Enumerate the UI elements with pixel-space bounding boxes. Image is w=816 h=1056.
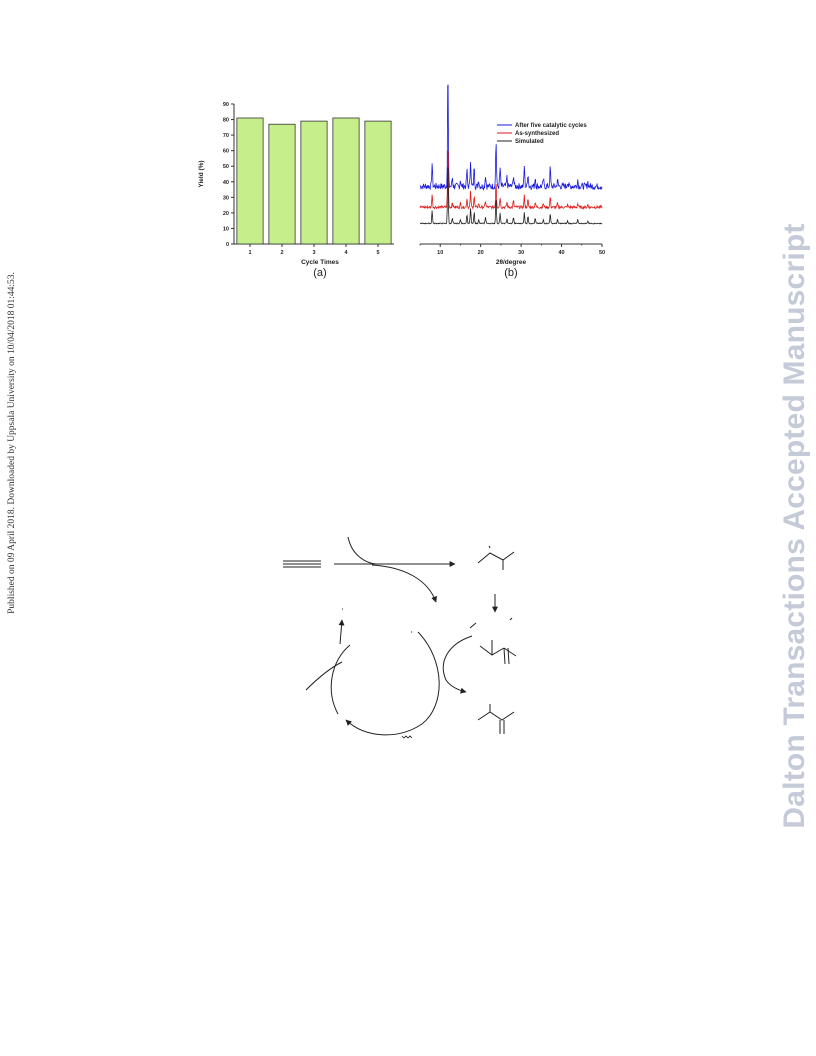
reagent-in-curve xyxy=(347,536,377,565)
bar-y-axis-label: Yield (%) xyxy=(198,160,205,187)
bar-chart-panel-a: 0 10 20 30 40 50 60 70 80 90 1 2 3 4 5 Yield (%) Cycl… xyxy=(198,102,394,279)
entry-curve-left xyxy=(305,661,343,691)
xrd-x-tick-label: 30 xyxy=(518,250,524,256)
xrd-x-axis-label: 2θ/degree xyxy=(496,259,527,266)
main-cycle-lower-arc xyxy=(345,719,423,736)
bar-x-tick-label: 1 xyxy=(248,250,251,256)
xrd-legend: After five catalytic cycles As-synthesize… xyxy=(497,123,587,145)
xrd-series-line xyxy=(419,84,603,191)
bar-x-tick-label: 3 xyxy=(312,250,315,256)
xrd-legend-label: As-synthesized xyxy=(515,131,559,137)
xrd-legend-label: Simulated xyxy=(515,139,544,145)
left-up-arrow xyxy=(338,619,345,645)
main-cycle-left-arc xyxy=(330,644,351,715)
figure-recyclability: 0 10 20 30 40 50 60 70 80 90 1 2 3 4 5 Yield (%) Cycl… xyxy=(198,84,605,279)
bar xyxy=(268,123,296,245)
bar-ticks: 0 10 20 30 40 50 60 70 80 90 xyxy=(223,102,234,248)
main-cycle-arc xyxy=(417,631,440,725)
panel-label-b: (b) xyxy=(504,267,517,279)
xrd-series-group xyxy=(419,84,603,225)
bar-y-tick-label: 30 xyxy=(223,195,229,201)
intermediate-structure xyxy=(469,617,517,665)
xrd-legend-label: After five catalytic cycles xyxy=(515,123,587,129)
alkyne-reactant xyxy=(283,560,321,568)
bar-y-tick-label: 60 xyxy=(223,149,229,155)
xrd-x-tick-label: 40 xyxy=(558,250,564,256)
final-product-structure xyxy=(477,704,515,734)
panel-label-a: (a) xyxy=(313,267,326,279)
side-chain-squiggle xyxy=(401,735,413,739)
bar-x-tick-label: 2 xyxy=(280,250,283,256)
bar-x-tick-label: 5 xyxy=(376,250,379,256)
bar-y-tick-label: 70 xyxy=(223,133,229,139)
right-cycle-curve xyxy=(442,635,473,694)
xrd-x-tick-label: 10 xyxy=(437,250,443,256)
bar-y-tick-label: 50 xyxy=(223,164,229,170)
xrd-chart-panel-b: 10 20 30 40 50 After five catalytic cycles As… xyxy=(419,84,605,279)
bar xyxy=(364,120,392,245)
xrd-ticks: 10 20 30 40 50 xyxy=(419,244,605,256)
xrd-x-tick-label: 50 xyxy=(599,250,605,256)
xrd-series-line xyxy=(419,149,603,211)
bar-x-axis-label: Cycle Times xyxy=(301,259,339,266)
bar-y-tick-label: 20 xyxy=(223,211,229,217)
product-alkene-top xyxy=(477,545,515,570)
upper-cycle-arc xyxy=(371,564,437,603)
bar-y-tick-label: 10 xyxy=(223,226,229,232)
bar-y-tick-label: 90 xyxy=(223,102,229,108)
bar xyxy=(236,117,264,245)
bar-y-tick-label: 0 xyxy=(226,242,229,248)
bar-series: 1 2 3 4 5 xyxy=(236,117,392,256)
xrd-x-tick-label: 20 xyxy=(478,250,484,256)
bar-x-tick-label: 4 xyxy=(344,250,348,256)
bar-y-tick-label: 80 xyxy=(223,118,229,124)
bar xyxy=(300,120,328,245)
bar-y-tick-label: 40 xyxy=(223,180,229,186)
xrd-series-line xyxy=(419,166,603,225)
